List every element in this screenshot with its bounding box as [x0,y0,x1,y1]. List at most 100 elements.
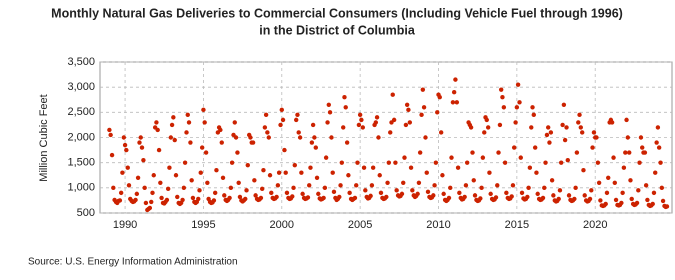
data-point [139,145,145,150]
data-point [609,120,615,125]
data-point [424,170,429,175]
data-point [308,165,313,170]
data-point [417,150,423,155]
data-point [218,127,223,133]
data-point [470,150,475,155]
data-point [406,107,411,113]
data-point [642,150,648,155]
data-point [518,155,523,160]
data-point [468,125,474,130]
data-point [229,160,235,165]
data-point [560,122,565,128]
y-axis-label: Million Cubic Feet [38,94,50,181]
data-point [107,127,112,133]
data-point [390,92,395,97]
data-point [252,178,257,183]
data-point [346,173,351,178]
data-point [441,191,446,197]
data-point [457,190,462,196]
data-point [297,135,303,140]
data-point [361,165,367,170]
data-point [354,183,359,188]
data-point [564,125,569,130]
data-point [141,157,146,163]
data-point [402,155,407,160]
data-point [559,160,564,165]
data-point [531,112,536,118]
data-point [309,140,315,145]
data-point [401,180,406,185]
data-point [573,185,578,191]
x-tick-label: 1995 [191,219,215,231]
data-point [292,162,297,168]
data-point [290,194,295,199]
data-point [282,147,287,153]
data-point [619,200,624,206]
data-point [266,135,271,140]
data-point [171,115,176,120]
data-point [394,188,399,193]
data-point [310,122,316,128]
data-point [437,95,442,100]
data-point [423,135,428,140]
data-point [118,190,124,196]
data-point [408,165,414,170]
data-point [589,188,594,193]
data-point [399,191,405,197]
data-point [407,120,413,125]
y-tick-label: 3,000 [67,81,95,93]
data-point [203,150,209,155]
data-point [587,196,593,202]
data-point [138,135,143,140]
data-point [196,196,201,202]
data-point [640,145,645,150]
data-point [651,190,657,196]
data-point [342,95,347,100]
data-point [455,165,461,170]
data-point [611,155,616,160]
data-point [637,160,642,165]
data-point [580,130,585,135]
data-point [421,105,427,110]
data-point [173,173,179,178]
y-tick-label: 2,500 [67,106,95,118]
data-point [133,197,138,203]
data-point [212,190,218,196]
data-point [653,170,658,175]
data-point [596,180,602,185]
data-point [232,120,237,125]
data-point [557,188,563,193]
data-point [525,194,530,200]
data-point [296,130,301,135]
data-point [420,87,426,92]
data-point [446,195,452,201]
data-point [205,180,210,185]
data-point [472,193,478,198]
x-tick-label: 1990 [113,219,137,231]
data-point [284,190,290,196]
data-point [628,178,633,183]
data-point [197,188,202,193]
data-point [561,102,567,107]
data-point [566,193,572,198]
data-point [314,175,320,180]
data-point [462,194,467,200]
data-point [509,194,514,199]
data-point [151,173,156,178]
data-point [120,170,125,175]
data-point [386,160,392,165]
data-point [165,186,171,192]
data-point [356,122,362,128]
data-point [299,170,304,175]
data-point [581,168,586,173]
data-point [562,137,568,143]
data-point [393,160,398,165]
data-point [122,142,128,148]
data-point [419,112,424,118]
data-point [276,170,282,175]
data-point [545,125,551,130]
x-tick-label: 2005 [348,219,372,231]
data-point [655,125,661,130]
data-point [643,183,649,188]
data-point [201,107,206,113]
